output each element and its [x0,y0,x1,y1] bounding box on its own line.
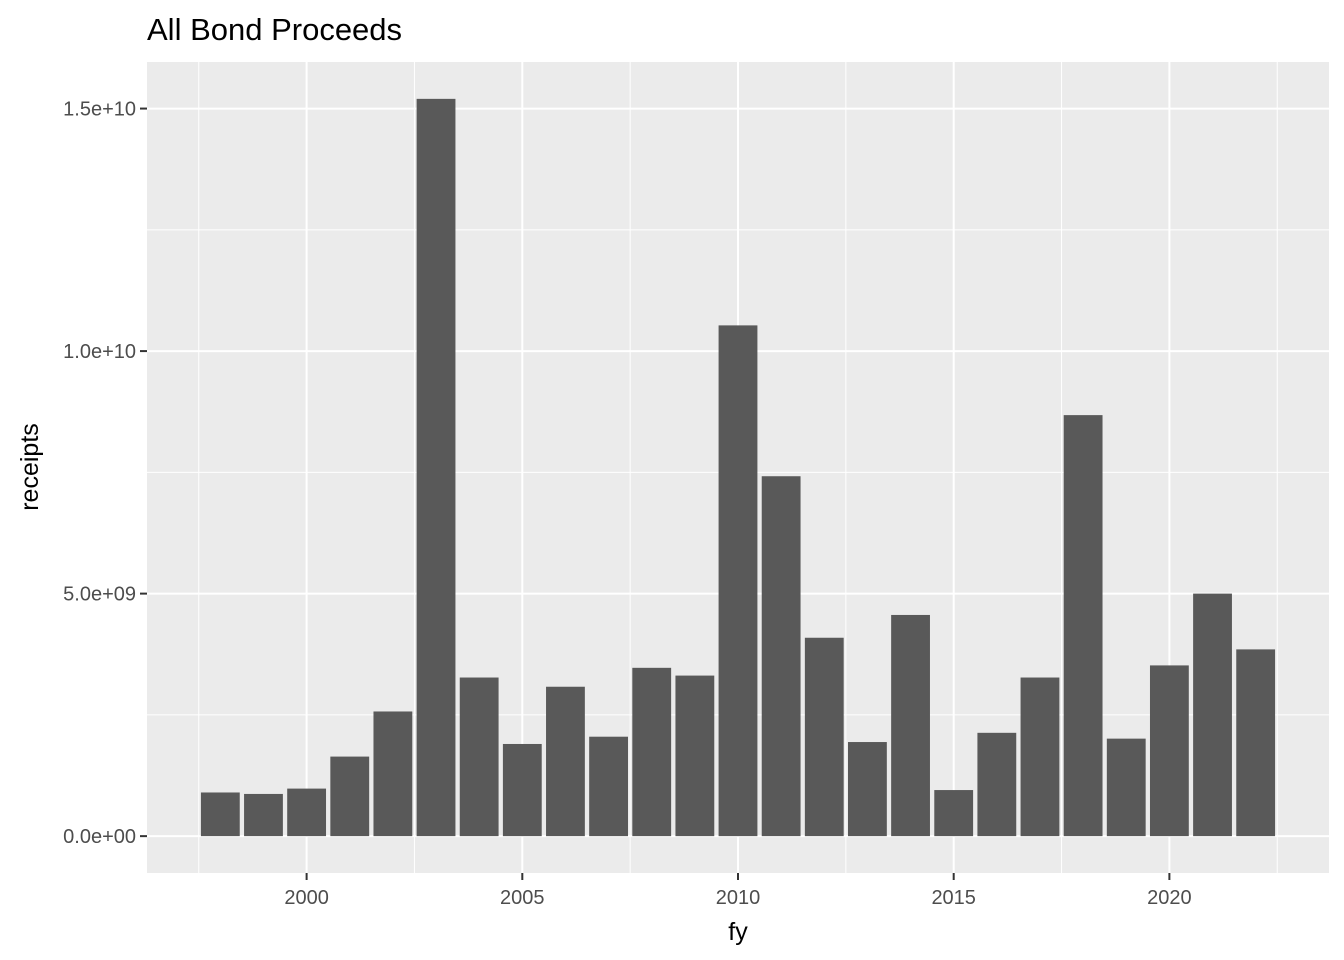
bar-2021 [1193,593,1232,837]
y-tick-label: 0.0e+00 [63,826,136,848]
bar-1998 [200,792,240,837]
bar-1999 [244,793,283,837]
x-tick-label: 2015 [931,887,976,909]
bar-2002 [373,711,413,837]
bar-2014 [891,614,930,837]
bar-2012 [804,637,844,837]
bar-2015 [934,790,974,837]
minor-gridlines [147,62,1329,873]
y-tick-label: 1.5e+10 [63,99,136,121]
x-axis-title: fy [728,918,748,946]
bar-2006 [546,686,585,837]
bars [200,98,1276,837]
bar-2013 [848,742,887,837]
bar-2017 [1020,677,1060,837]
x-tick-label: 2000 [284,887,329,909]
x-tick-label: 2005 [500,887,545,909]
bar-2020 [1149,665,1189,837]
bar-2016 [977,732,1017,837]
bar-2018 [1063,415,1103,837]
x-axis: 2000 2005 2010 2015 2020 [284,873,1192,909]
chart-title: All Bond Proceeds [147,12,402,47]
x-tick-label: 2010 [716,887,761,909]
bar-2001 [330,756,370,837]
y-tick-label: 5.0e+09 [63,584,136,606]
bar-2005 [502,743,542,837]
x-tick-label: 2020 [1147,887,1192,909]
y-axis: 0.0e+00 5.0e+09 1.0e+10 1.5e+10 [63,99,147,848]
bar-2019 [1106,738,1146,837]
bar-2009 [675,675,715,837]
y-tick-label: 1.0e+10 [63,341,136,363]
bar-2007 [589,736,628,837]
bar-2022 [1236,649,1276,837]
bar-2000 [287,788,327,837]
bar-2004 [459,677,499,837]
bar-2003 [416,98,456,837]
bar-2010 [718,325,758,837]
y-axis-title: receipts [16,423,44,511]
bar-2011 [761,476,801,837]
bar-2008 [632,667,672,837]
